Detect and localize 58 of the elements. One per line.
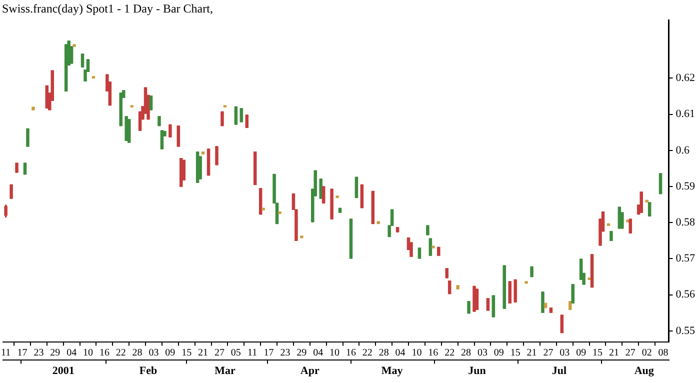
x-tick-label: 16 xyxy=(428,347,438,358)
x-tick-label: 22 xyxy=(444,347,455,358)
y-tick-label: 0.58 xyxy=(676,216,696,229)
x-tick-label: 10 xyxy=(412,347,422,358)
x-tick-label: 03 xyxy=(148,347,159,358)
x-tick-label: 23 xyxy=(34,347,44,358)
y-tick-label: 0.59 xyxy=(676,180,696,192)
y-tick-label: 0.56 xyxy=(676,288,696,301)
x-tick-label: 28 xyxy=(378,347,389,358)
x-tick-label: 03 xyxy=(560,347,570,358)
x2-tick-label: Mar xyxy=(214,365,236,378)
x-tick-label: 29 xyxy=(50,347,60,358)
x-tick-label: 11 xyxy=(248,347,258,358)
x-tick-label: 15 xyxy=(182,347,192,358)
x-tick-label: 04 xyxy=(66,347,77,358)
x-tick-label: 27 xyxy=(214,347,224,358)
x-tick-label: 15 xyxy=(510,347,520,358)
x-tick-label: 04 xyxy=(313,347,324,358)
x-tick-label: 03 xyxy=(477,347,488,358)
x2-tick-label: Aug xyxy=(634,365,654,378)
x-tick-label: 16 xyxy=(99,347,110,358)
x-tick-label: 28 xyxy=(461,347,472,358)
chart-title: Swiss.franc(day) Spot1 - 1 Day - Bar Chart, xyxy=(2,1,213,16)
x-tick-label: 17 xyxy=(264,347,274,358)
x-tick-label: 17 xyxy=(17,347,28,358)
y-tick-label: 0.61 xyxy=(676,108,695,120)
x-tick-label: 15 xyxy=(592,347,603,358)
x-tick-label: 22 xyxy=(116,347,126,358)
x-tick-label: 22 xyxy=(362,347,372,358)
x2-tick-label: Jul xyxy=(552,365,567,378)
y-tick-label: 0.55 xyxy=(676,324,696,337)
x2-tick-label: Feb xyxy=(139,365,158,378)
x-tick-label: 02 xyxy=(642,347,652,358)
x-tick-label: 28 xyxy=(132,347,142,358)
y-tick-label: 0.57 xyxy=(676,252,696,265)
x-tick-label: 16 xyxy=(346,347,356,358)
x2-tick-label: May xyxy=(381,365,404,378)
y-tick-label: 0.62 xyxy=(676,72,695,84)
x-tick-label: 27 xyxy=(543,347,554,358)
x-tick-label: 05 xyxy=(230,347,241,358)
x-tick-label: 08 xyxy=(658,347,668,358)
x-tick-label: 27 xyxy=(625,347,636,358)
x-tick-label: 11 xyxy=(1,347,11,358)
x2-tick-label: Apr xyxy=(300,365,320,378)
x-tick-label: 09 xyxy=(576,347,586,358)
x-tick-label: 21 xyxy=(526,347,537,358)
x-tick-label: 21 xyxy=(608,347,619,358)
x-tick-label: 21 xyxy=(198,347,208,358)
x-tick-label: 23 xyxy=(280,347,290,358)
x-tick-label: 10 xyxy=(330,347,340,358)
x2-tick-label: 2001 xyxy=(52,365,74,378)
x-tick-label: 04 xyxy=(395,347,406,358)
x-tick-label: 09 xyxy=(494,347,504,358)
x-tick-label: 09 xyxy=(165,347,176,358)
x2-tick-label: Jun xyxy=(468,365,486,378)
x-tick-label: 10 xyxy=(83,347,94,358)
x-tick-label: 29 xyxy=(296,347,307,358)
y-tick-label: 0.6 xyxy=(676,144,690,156)
